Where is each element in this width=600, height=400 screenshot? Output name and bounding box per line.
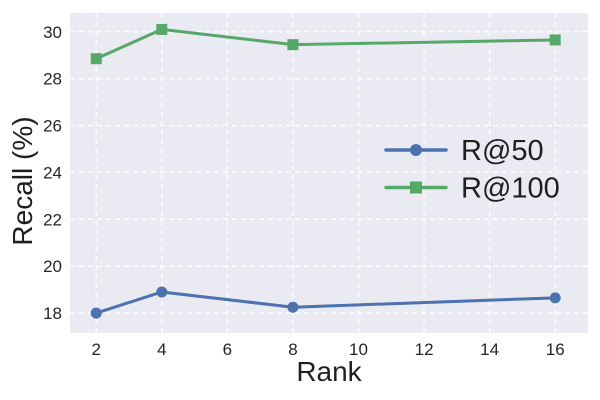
data-point-circle <box>549 292 561 304</box>
y-axis-label: Recall (%) <box>7 116 38 245</box>
plot-area <box>70 13 588 333</box>
x-tick-label: 16 <box>546 340 565 359</box>
series-group <box>90 23 561 319</box>
data-point-square <box>549 34 561 46</box>
data-point-square <box>287 39 299 51</box>
data-point-square <box>90 53 102 65</box>
y-tick-label: 28 <box>43 70 62 89</box>
y-tick-labels: 18 20 22 24 26 28 30 <box>43 23 62 323</box>
legend-marker-circle-icon <box>410 144 422 156</box>
x-tick-label: 10 <box>349 340 368 359</box>
x-tick-label: 4 <box>157 340 166 359</box>
y-tick-label: 22 <box>43 210 62 229</box>
series-line-r100 <box>94 27 557 61</box>
x-tick-label: 12 <box>415 340 434 359</box>
y-tick-label: 20 <box>43 257 62 276</box>
legend-marker-square-icon <box>410 181 422 194</box>
x-tick-label: 14 <box>480 340 499 359</box>
series-line-r50 <box>94 290 557 315</box>
data-point-circle <box>90 307 102 319</box>
x-tick-label: 8 <box>288 340 297 359</box>
legend-label: R@100 <box>461 173 560 205</box>
y-tick-label: 26 <box>43 117 62 136</box>
x-tick-label: 2 <box>91 340 100 359</box>
y-tick-label: 30 <box>43 23 62 42</box>
x-tick-labels: 2 4 6 8 10 12 14 16 <box>91 340 564 359</box>
y-tick-label: 24 <box>43 163 62 182</box>
x-tick-label: 6 <box>223 340 232 359</box>
data-point-square <box>156 23 168 35</box>
data-point-circle <box>156 286 168 298</box>
legend: R@50 R@100 <box>384 135 560 205</box>
x-axis-label: Rank <box>296 356 362 387</box>
data-point-circle <box>287 301 299 313</box>
y-tick-label: 18 <box>43 304 62 323</box>
legend-label: R@50 <box>461 135 544 167</box>
